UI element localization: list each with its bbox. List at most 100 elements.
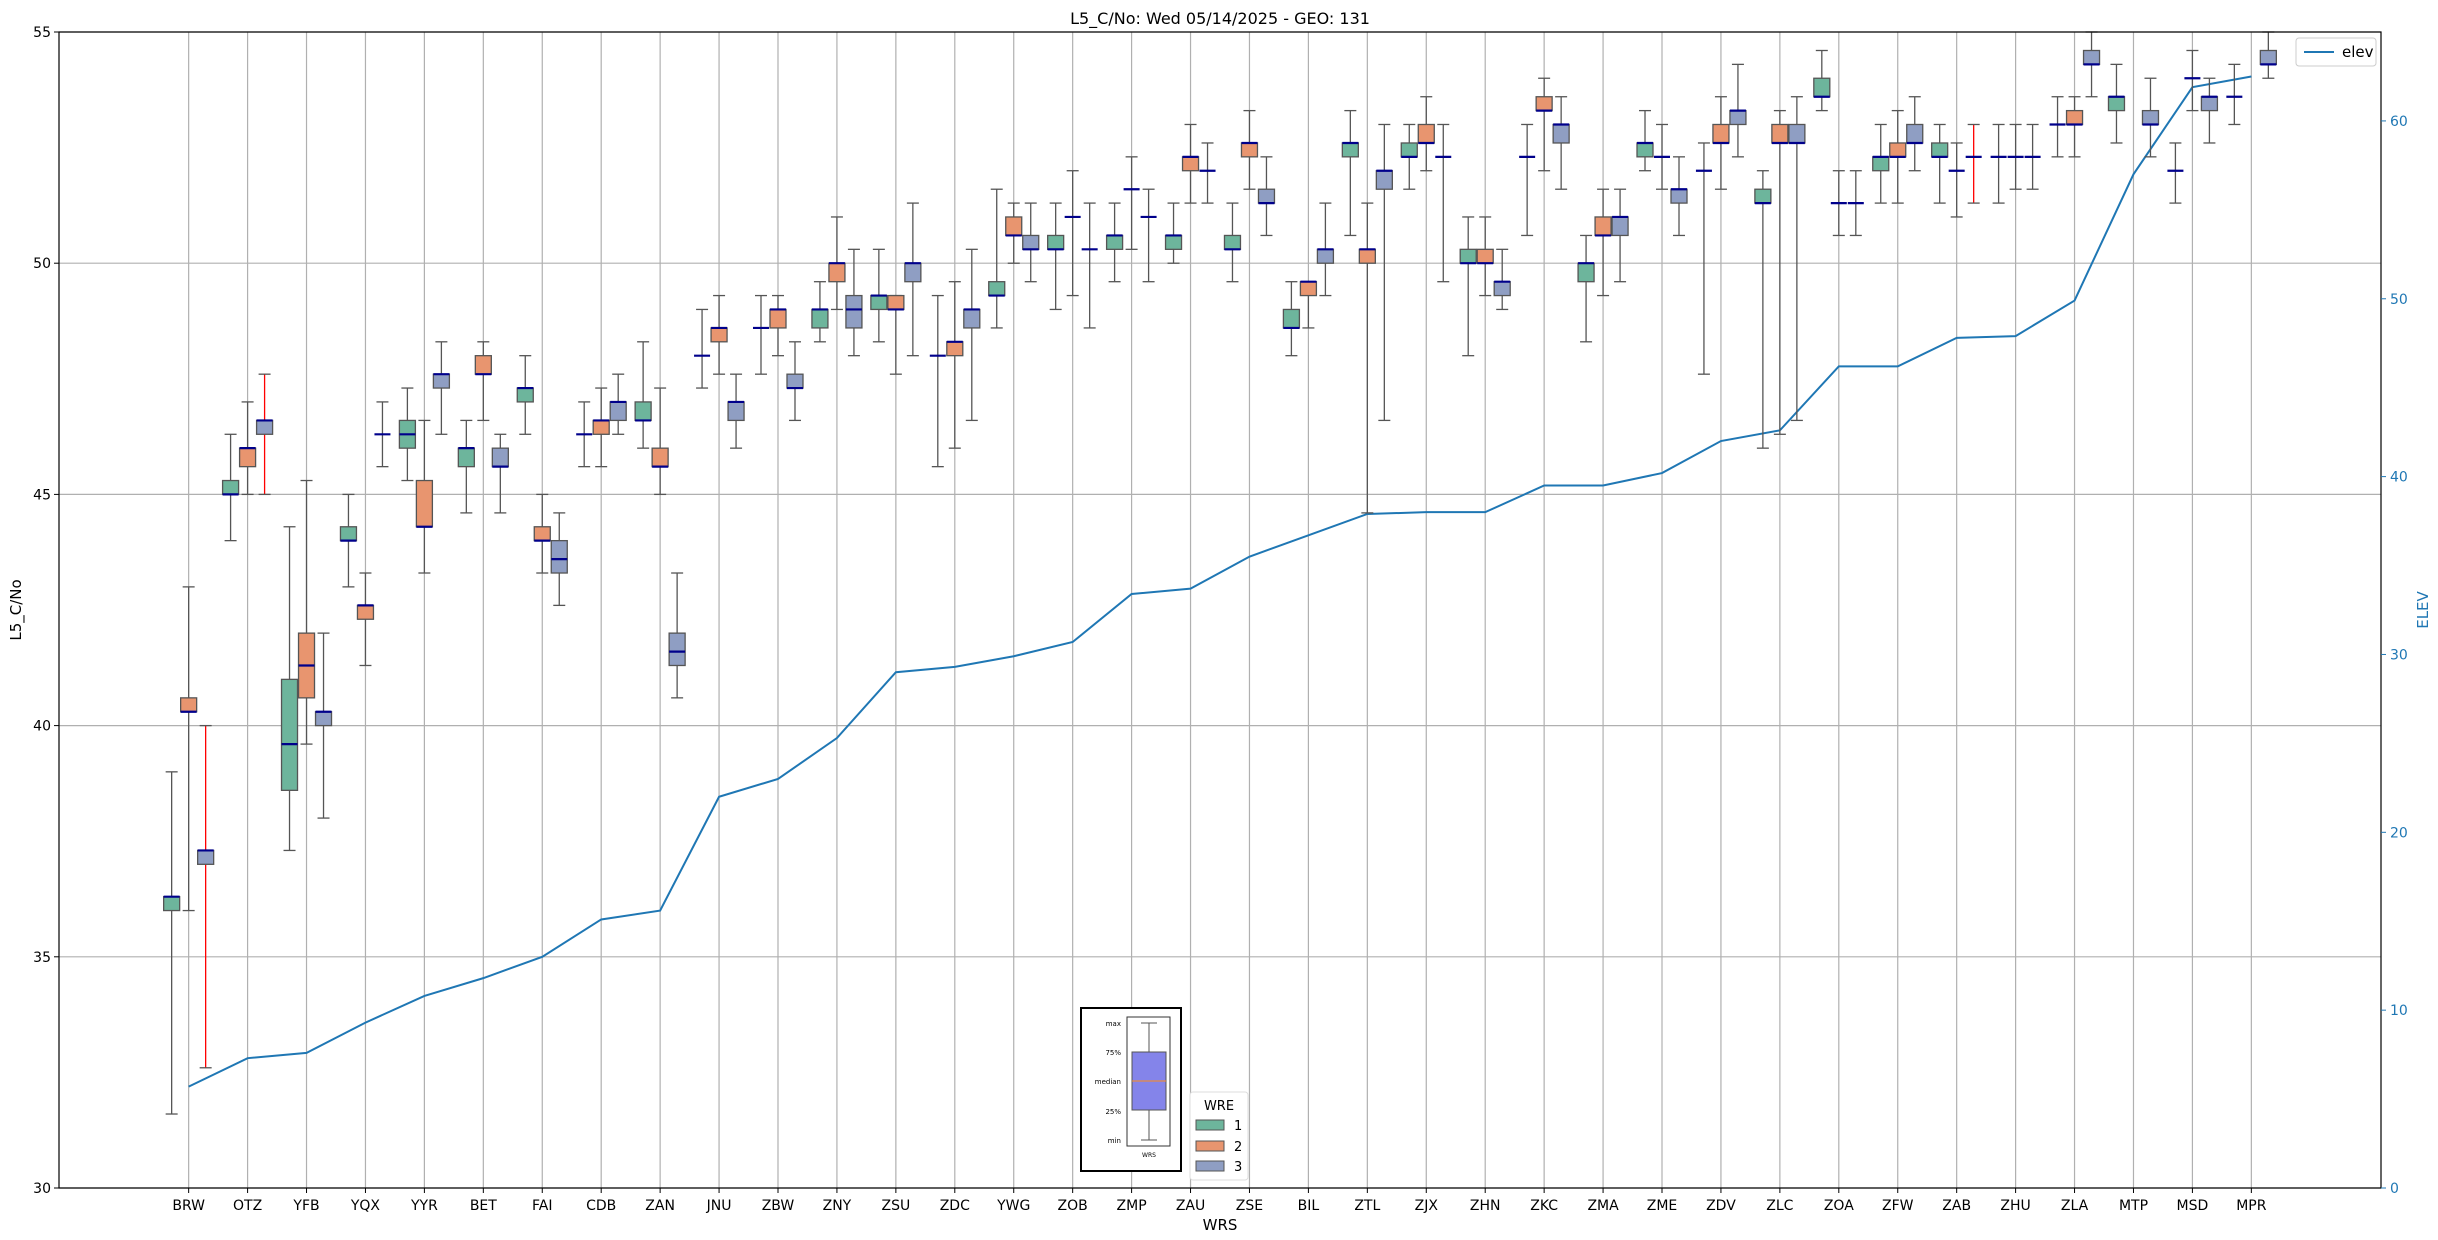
box-zhu-wre2 — [2007, 123, 2024, 190]
y-tick-label: 50 — [33, 256, 51, 272]
box-msd-wre2 — [2184, 49, 2201, 112]
box-zau-wre3 — [1199, 142, 1216, 204]
iqr-box — [1005, 216, 1023, 237]
box-zlc-wre1 — [1754, 170, 1772, 449]
y2-tick-label: 50 — [2390, 292, 2408, 308]
box-zmp-wre1 — [1105, 202, 1124, 283]
box-bet-wre3 — [491, 433, 509, 514]
iqr-box — [1872, 156, 1890, 172]
y-tick-label: 35 — [33, 950, 51, 966]
y2-tick-label: 20 — [2390, 825, 2408, 841]
iqr-box — [1476, 248, 1494, 264]
x-axis: BRW OTZ YFB YQX YYR BET FAI CDB ZAN JNU ZBW ZNY ZSU Z… — [172, 1188, 2267, 1214]
box-zab-wre1 — [1931, 123, 1949, 204]
box-jnu-wre2 — [710, 294, 728, 375]
box-brw-wre3 — [197, 724, 215, 1069]
iqr-box — [516, 387, 534, 403]
box-zsu-wre3 — [904, 202, 922, 357]
wre-legend-title: WRE — [1204, 1099, 1234, 1114]
iqr-box — [887, 294, 905, 311]
box-zhn-wre2 — [1476, 216, 1494, 297]
box-zbw-wre1 — [752, 294, 769, 375]
iqr-box — [238, 447, 257, 468]
box-mtp-wre3 — [2141, 77, 2160, 158]
box-zdv-wre2 — [1712, 96, 1730, 190]
x-tick-label-msd: MSD — [2177, 1198, 2209, 1214]
x-tick-label-zsu: ZSU — [881, 1198, 910, 1214]
iqr-box — [1400, 142, 1418, 158]
box-zdc-wre3 — [963, 248, 981, 422]
y-tick-label: 55 — [33, 25, 51, 41]
box-yfb-wre1 — [280, 526, 299, 852]
iqr-box — [1022, 234, 1040, 250]
box-zsu-wre2 — [887, 294, 905, 375]
iqr-box — [710, 327, 728, 343]
iqr-box — [1375, 170, 1393, 190]
box-zau-wre2 — [1181, 123, 1200, 204]
x-tick-label-mpr: MPR — [2236, 1198, 2267, 1214]
wre-1-label: 1 — [1234, 1119, 1242, 1134]
y-tick-label: 45 — [33, 487, 51, 503]
box-zma-wre1 — [1577, 234, 1595, 343]
iqr-box — [609, 401, 627, 422]
iqr-box — [1341, 142, 1359, 158]
iqr-box — [1594, 216, 1612, 237]
iqr-box — [533, 526, 551, 542]
iqr-box — [432, 373, 451, 389]
iqr-box — [1813, 77, 1831, 98]
iqr-box — [550, 539, 568, 574]
iqr-box — [1105, 234, 1124, 250]
box-zse-wre1 — [1223, 202, 1242, 283]
iqr-box — [1889, 142, 1907, 158]
chart-title: L5_C/No: Wed 05/14/2025 - GEO: 131 — [1070, 9, 1370, 29]
box-fai-wre3 — [550, 512, 568, 607]
x-tick-label-zma: ZMA — [1587, 1198, 1619, 1214]
box-yqx-wre1 — [339, 493, 358, 588]
wre-2-swatch — [1195, 1140, 1225, 1152]
elev-legend: elev — [2295, 37, 2377, 67]
iqr-box — [870, 294, 888, 311]
box-zme-wre2 — [1654, 123, 1671, 190]
iqr-box — [1493, 281, 1511, 297]
box-yyr-wre3 — [432, 341, 451, 435]
grid-lines — [59, 31, 2381, 1189]
box-zsu-wre1 — [870, 248, 888, 343]
wre-3-swatch — [1195, 1160, 1225, 1172]
x-tick-label-yfb: YFB — [292, 1198, 319, 1214]
x-tick-label-zau: ZAU — [1176, 1198, 1205, 1214]
iqr-box — [1223, 234, 1242, 250]
iqr-box — [415, 479, 434, 528]
iqr-box — [457, 447, 475, 468]
x-tick-label-cdb: CDB — [586, 1198, 616, 1214]
box-zjx-wre1 — [1400, 123, 1418, 190]
iqr-box — [1535, 96, 1553, 112]
iqr-box — [988, 281, 1006, 297]
iqr-box — [904, 262, 922, 283]
box-zny-wre2 — [828, 216, 846, 311]
box-zob-wre2 — [1064, 170, 1081, 297]
wre-legend: WRE 1 2 3 — [1189, 1091, 1249, 1181]
iqr-box — [491, 447, 509, 468]
box-ztl-wre2 — [1358, 202, 1376, 514]
box-ywg-wre3 — [1022, 202, 1040, 283]
box-zma-wre3 — [1611, 188, 1629, 283]
box-zan-wre3 — [668, 572, 686, 699]
iqr-box — [1788, 123, 1806, 144]
box-mpr-wre3 — [2259, 31, 2277, 79]
x-tick-label-zdv: ZDV — [1706, 1198, 1736, 1214]
box-cdb-wre3 — [609, 373, 627, 435]
iqr-box — [727, 401, 745, 422]
iqr-box — [356, 604, 375, 620]
iqr-box — [1316, 248, 1335, 264]
iqr-box — [1636, 142, 1654, 158]
box-jnu-wre1 — [694, 308, 711, 389]
x-tick-label-zjx: ZJX — [1415, 1198, 1439, 1214]
x-tick-label-zbw: ZBW — [762, 1198, 795, 1214]
x-tick-label-yyr: YYR — [410, 1198, 438, 1214]
key-label-q1: 25% — [1105, 1108, 1121, 1116]
y2-axis-label: ELEV — [2414, 590, 2432, 628]
iqr-box — [1299, 281, 1318, 297]
box-msd-wre1 — [2167, 142, 2184, 204]
x-tick-label-zny: ZNY — [823, 1198, 852, 1214]
box-jnu-wre3 — [727, 373, 745, 449]
